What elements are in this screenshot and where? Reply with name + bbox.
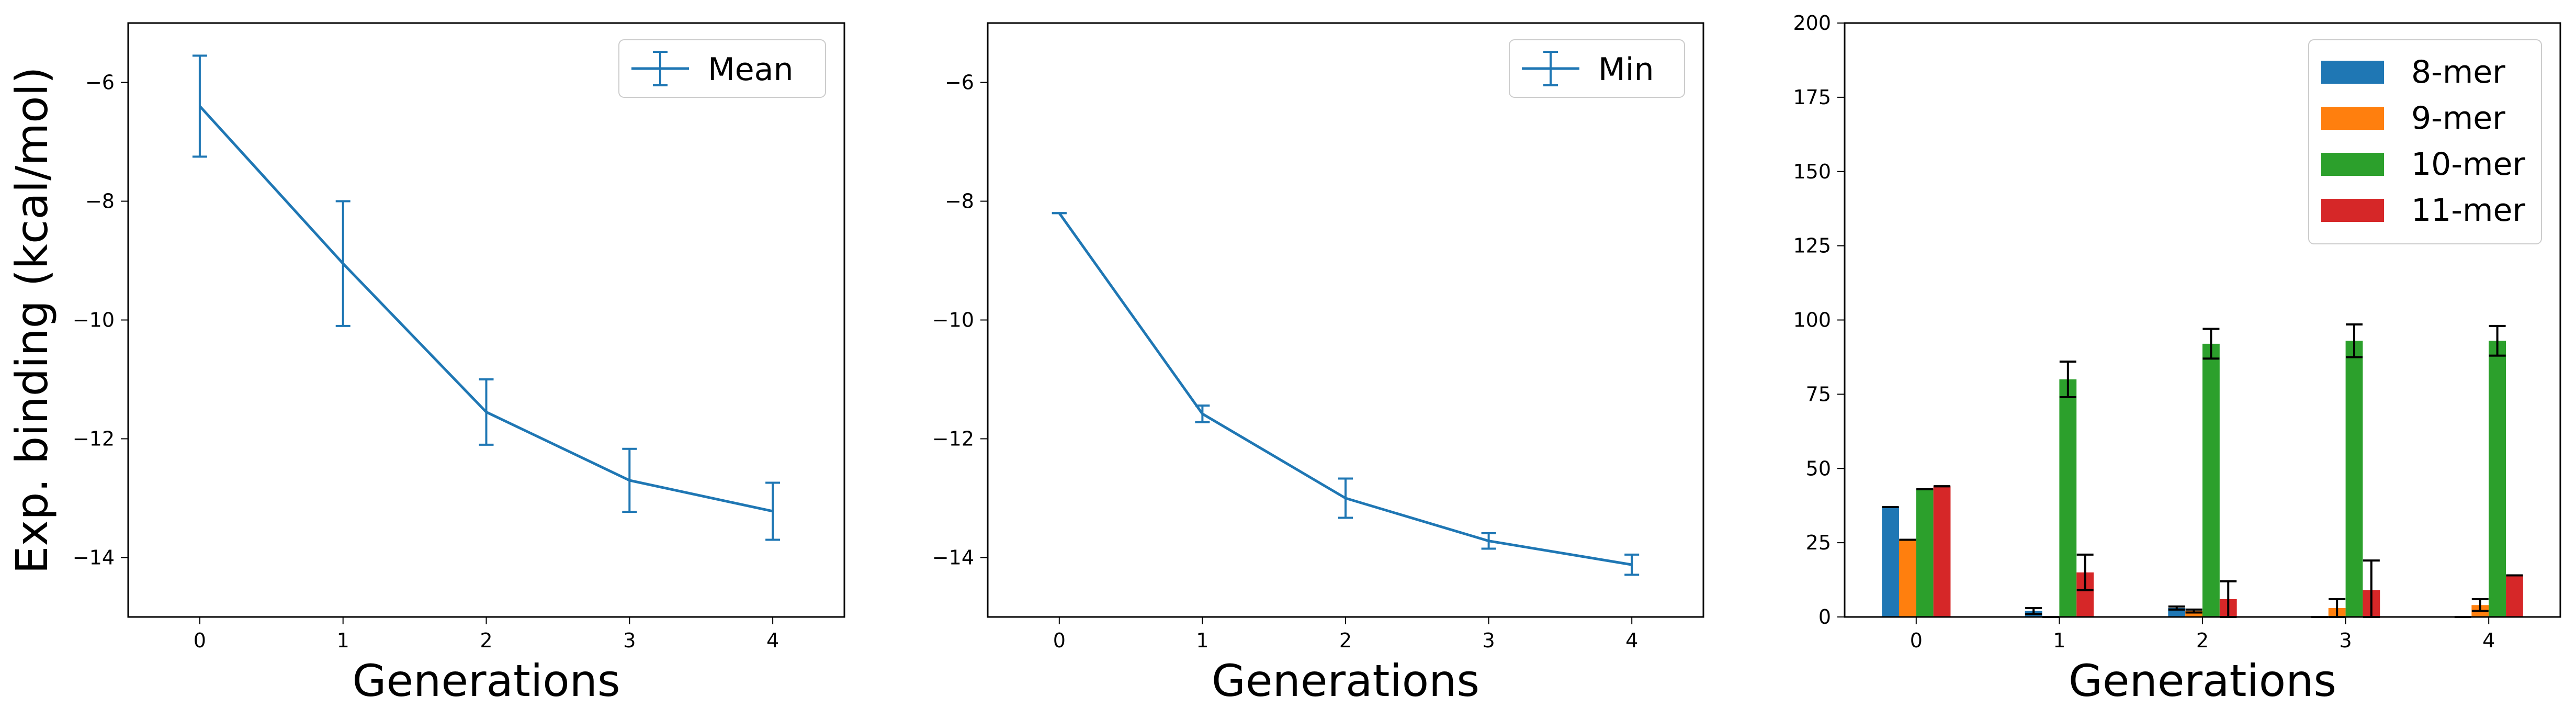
legend: Mean — [618, 39, 826, 98]
y-tick-label: −14 — [932, 546, 974, 569]
x-tick-label: 4 — [766, 629, 779, 652]
bar — [2059, 379, 2077, 617]
y-tick-label: −6 — [945, 71, 974, 94]
x-tick-label: 1 — [337, 629, 349, 652]
x-tick-label: 3 — [623, 629, 636, 652]
bar — [1899, 540, 1916, 617]
x-tick-label: 0 — [1053, 629, 1066, 652]
x-tick-label: 0 — [194, 629, 206, 652]
panel-min: 0 1 2 3 4 −6 −8 −10 −12 −14 Generations Min — [932, 22, 1704, 706]
legend-swatch — [2321, 199, 2384, 222]
y-tick-label: 25 — [1806, 531, 1831, 554]
legend-label: Mean — [708, 51, 793, 88]
legend-label: 8-mer — [2411, 54, 2505, 91]
y-tick-label: 50 — [1806, 457, 1831, 480]
legend-label: 9-mer — [2411, 100, 2505, 137]
bar — [1882, 507, 1899, 617]
legend-frame — [2308, 39, 2542, 244]
y-tick-label: 150 — [1793, 160, 1831, 183]
y-tick-label: 75 — [1806, 383, 1831, 406]
y-tick-label: −8 — [945, 190, 974, 213]
y-tick-label: −8 — [85, 190, 115, 213]
legend-swatch — [2321, 153, 2384, 176]
plot-frame — [987, 22, 1704, 618]
legend-label: 11-mer — [2411, 192, 2525, 229]
legend-swatch — [2321, 107, 2384, 130]
y-tick-label: 125 — [1793, 234, 1831, 257]
panel-mean: 0 1 2 3 4 −6 −8 −10 −12 −14 Generations Mean — [73, 22, 845, 706]
y-tick-label: −14 — [73, 546, 115, 569]
y-axis-title: Exp. binding (kcal/mol) — [6, 66, 58, 574]
bar — [2202, 343, 2220, 617]
x-axis-title: Generations — [1212, 655, 1479, 706]
x-tick-label: 2 — [2196, 629, 2209, 652]
x-tick-label: 1 — [1196, 629, 1208, 652]
legend-swatch — [2321, 61, 2384, 84]
x-tick-label: 3 — [1483, 629, 1495, 652]
x-tick-label: 4 — [1625, 629, 1638, 652]
plot-frame — [127, 22, 845, 618]
plot-frame — [1844, 22, 2561, 618]
bar — [2185, 611, 2202, 617]
x-axis-title: Generations — [2069, 655, 2336, 706]
y-tick-label: 100 — [1793, 309, 1831, 332]
bar — [2506, 575, 2523, 617]
y-tick-label: −10 — [932, 309, 974, 332]
y-tick-label: −10 — [73, 309, 115, 332]
x-axis-title: Generations — [352, 655, 620, 706]
y-tick-label: −6 — [85, 71, 115, 94]
series-line — [199, 105, 773, 513]
y-tick-label: 175 — [1793, 86, 1831, 109]
legend-label: 10-mer — [2411, 146, 2525, 183]
x-tick-label: 4 — [2482, 629, 2495, 652]
legend-label: Min — [1598, 51, 1654, 88]
legend: 8-mer 9-mer 10-mer 11-mer — [2308, 39, 2542, 244]
bar — [1916, 489, 1934, 617]
legend-frame — [618, 39, 826, 98]
bar — [2345, 341, 2363, 617]
x-tick-label: 3 — [2340, 629, 2352, 652]
bar — [1933, 486, 1951, 617]
y-tick-label: −12 — [932, 428, 974, 451]
bar — [2489, 341, 2506, 617]
x-tick-label: 2 — [1339, 629, 1352, 652]
y-tick-label: 0 — [1818, 605, 1831, 628]
x-tick-label: 1 — [2053, 629, 2065, 652]
y-tick-label: 200 — [1793, 12, 1831, 35]
panel-length-distribution: 0 1 2 3 4 0 25 50 75 100 125 150 175 200 Generations 8-… — [1793, 12, 2561, 706]
x-tick-label: 0 — [1910, 629, 1923, 652]
y-tick-label: −12 — [73, 428, 115, 451]
legend-frame — [1509, 39, 1685, 98]
legend: Min — [1509, 39, 1685, 98]
x-tick-label: 2 — [480, 629, 492, 652]
